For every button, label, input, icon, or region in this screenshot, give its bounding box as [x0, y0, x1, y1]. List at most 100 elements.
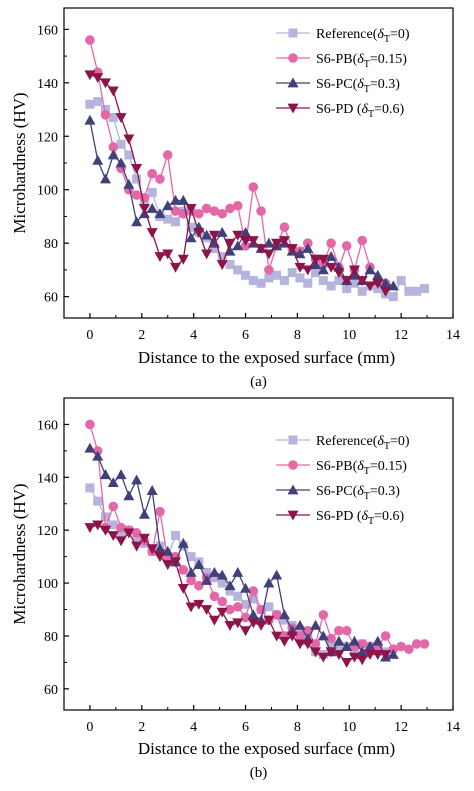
data-point	[333, 268, 345, 279]
data-point	[131, 190, 142, 200]
x-tick-label: 8	[294, 328, 301, 343]
data-point	[232, 230, 244, 241]
data-point	[287, 268, 297, 278]
data-point	[357, 639, 368, 649]
data-point	[146, 202, 158, 213]
data-point	[132, 174, 142, 184]
data-point	[232, 602, 243, 612]
data-point	[185, 204, 197, 214]
data-point	[107, 149, 119, 160]
y-tick-label: 80	[44, 630, 58, 645]
x-tick-label: 6	[242, 720, 249, 735]
data-point	[341, 658, 353, 668]
data-point	[271, 569, 283, 580]
data-point	[348, 652, 360, 663]
data-point	[271, 631, 283, 642]
y-tick-label: 60	[44, 683, 58, 698]
y-tick-label: 140	[37, 77, 58, 92]
data-point	[162, 560, 174, 571]
data-point	[108, 113, 118, 123]
data-point	[294, 262, 306, 273]
data-point	[271, 610, 282, 620]
data-point	[240, 612, 251, 623]
data-point	[99, 78, 111, 89]
data-point	[225, 586, 235, 596]
data-point	[177, 583, 189, 594]
data-point	[170, 262, 182, 273]
data-point	[278, 636, 290, 647]
data-point	[240, 226, 252, 237]
data-point	[302, 265, 314, 276]
data-point	[100, 512, 110, 522]
data-point	[131, 541, 143, 552]
x-tick-label: 0	[86, 720, 93, 735]
data-point	[310, 639, 321, 649]
data-point	[85, 483, 95, 493]
data-point	[217, 252, 227, 262]
data-point	[295, 273, 305, 283]
data-point	[333, 635, 345, 646]
data-point	[311, 268, 321, 278]
data-point	[84, 70, 96, 81]
data-point	[264, 602, 274, 612]
data-point	[92, 520, 104, 531]
data-point	[84, 523, 96, 534]
data-point	[154, 543, 166, 554]
legend-entry: S6-PD (δT=0.6)	[316, 509, 405, 527]
data-point	[162, 200, 174, 211]
legend-marker	[287, 484, 299, 495]
data-point	[380, 277, 392, 288]
x-axis-title: Distance to the exposed surface (mm)	[138, 348, 395, 367]
data-point	[317, 652, 329, 663]
data-point	[372, 650, 384, 660]
data-point	[310, 619, 322, 630]
data-point	[364, 650, 376, 660]
data-point	[155, 174, 165, 184]
data-point	[224, 245, 236, 256]
data-point	[186, 222, 196, 232]
data-point	[171, 530, 181, 540]
data-point	[115, 469, 127, 480]
data-point	[263, 237, 275, 248]
data-point	[124, 150, 134, 160]
data-point	[233, 265, 243, 275]
data-point	[194, 580, 204, 591]
data-point	[264, 273, 274, 283]
data-point	[341, 241, 352, 251]
data-point	[247, 618, 259, 629]
data-point	[310, 254, 322, 265]
data-point	[279, 276, 289, 286]
data-point	[232, 567, 244, 577]
data-point	[326, 639, 336, 649]
series-3	[84, 520, 392, 668]
data-point	[201, 203, 212, 214]
data-point	[123, 178, 135, 189]
data-point	[131, 528, 142, 538]
data-point	[131, 163, 143, 174]
y-tick-label: 60	[44, 291, 58, 306]
data-point	[364, 641, 376, 651]
data-point	[279, 615, 289, 625]
legend-marker	[288, 435, 298, 445]
data-point	[154, 208, 166, 219]
data-point	[302, 625, 313, 636]
data-point	[171, 217, 181, 227]
panel-a: 0 2 4 6 8 10 12 14 60 80 100 120 140 160 Distance to t…	[10, 7, 460, 390]
data-point	[248, 182, 259, 192]
data-point	[256, 278, 266, 288]
data-point	[177, 537, 189, 548]
data-point	[248, 276, 258, 286]
data-point	[241, 599, 251, 609]
data-point	[186, 575, 196, 586]
data-point	[209, 573, 219, 583]
data-point	[380, 286, 392, 297]
data-point	[224, 580, 236, 591]
data-point	[201, 574, 213, 585]
data-point	[364, 281, 376, 292]
y-tick-label: 100	[37, 577, 58, 592]
data-point	[138, 533, 150, 544]
data-point	[241, 270, 251, 280]
series-2	[84, 442, 399, 662]
x-tick-label: 2	[138, 328, 145, 343]
